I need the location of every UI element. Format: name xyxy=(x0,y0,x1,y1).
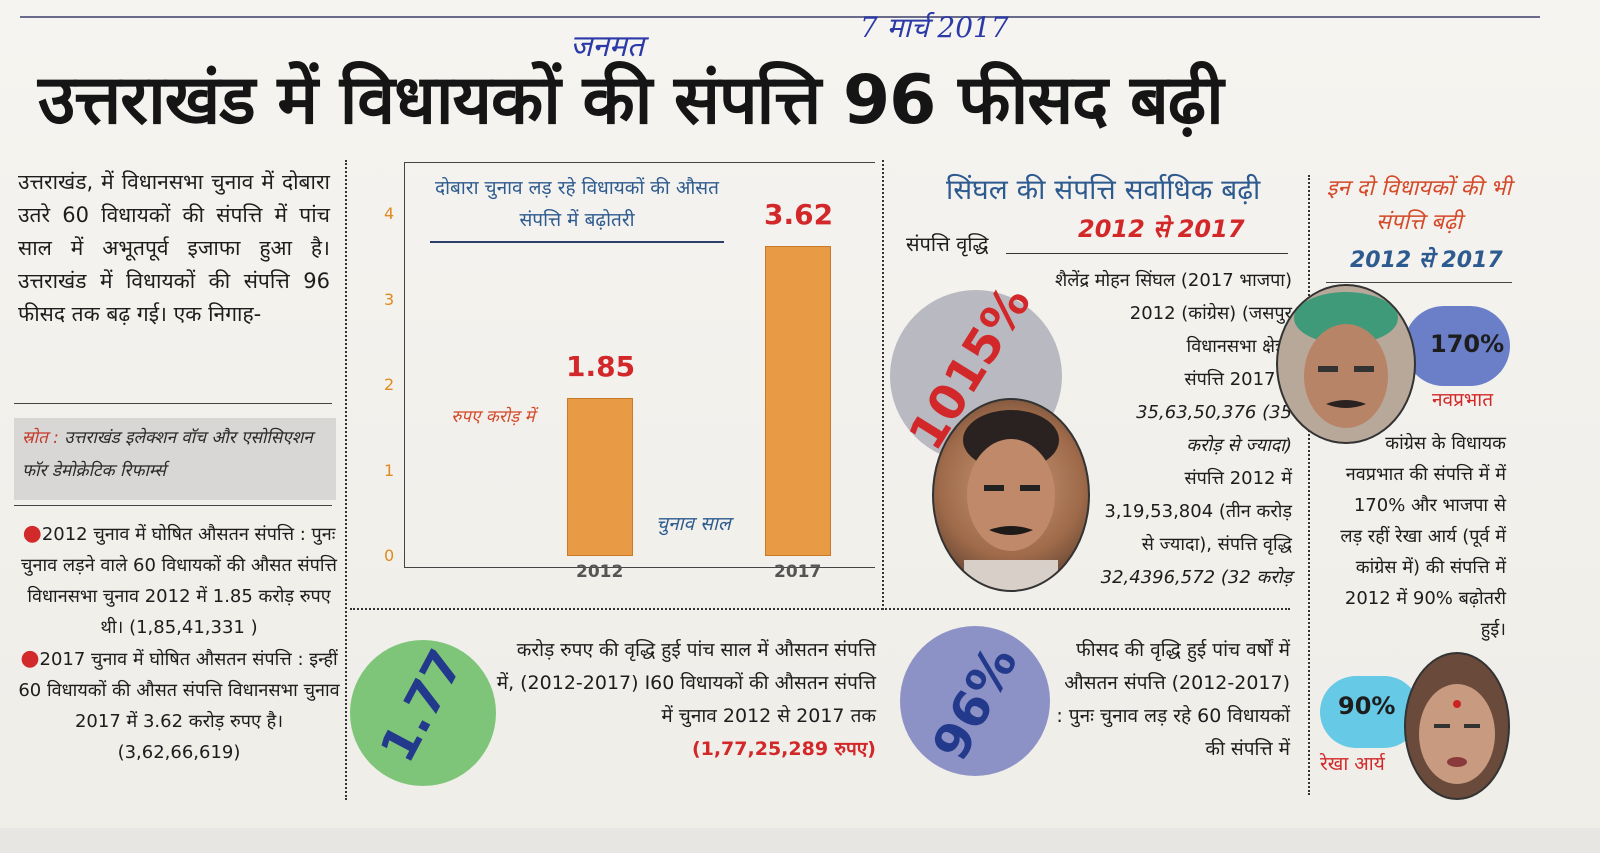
bullet-dot-icon: ● xyxy=(22,521,42,546)
percent-circle xyxy=(900,626,1050,776)
y-tick-label: 4 xyxy=(384,204,395,223)
column-divider-2 xyxy=(882,160,884,610)
source-text: उत्तराखंड इलेक्शन वॉच और एसोसिएशन फॉर डे… xyxy=(22,428,313,481)
singhal-line: से ज्यादा), संपत्ति वृद्धि xyxy=(1141,534,1292,555)
y-tick-label: 3 xyxy=(384,289,395,309)
singhal-line: 35,63,50,376 (35 xyxy=(1136,402,1292,423)
growth-circle xyxy=(350,640,496,786)
singhal-line: विधानसभा क्षेत्र) xyxy=(1186,336,1292,357)
row-divider xyxy=(350,608,1290,610)
y-tick-label: 0 xyxy=(384,546,395,565)
source-label: स्रोत : xyxy=(22,428,59,448)
y-tick-label: 1 xyxy=(384,460,395,480)
percent-text: फीसद की वृद्धि हुई पांच वर्षों में औसतन … xyxy=(1056,639,1290,760)
bullet-list: ●2012 चुनाव में घोषित औसतन संपत्ति : पुन… xyxy=(14,518,344,768)
person-icon xyxy=(1294,292,1398,428)
singhal-line: 32,4396,572 (32 करोड़ xyxy=(1100,567,1292,588)
navprabhat-percent: 170% xyxy=(1430,330,1505,358)
rekha-name: रेखा आर्य xyxy=(1320,753,1385,775)
person-icon xyxy=(1419,684,1495,784)
growth-text: करोड़ रुपए की वृद्धि हुई पांच साल में औस… xyxy=(496,639,876,760)
y-axis-unit-label: रुपए करोड़ में xyxy=(451,407,535,427)
singhal-details: शैलेंद्र मोहन सिंघल (2017 भाजपा) 2012 (का… xyxy=(1030,264,1292,594)
handwritten-date: 7 मार्च 2017 xyxy=(860,11,1009,44)
singhal-line: शैलेंद्र मोहन सिंघल (2017 भाजपा) xyxy=(1055,270,1292,291)
navprabhat-name: नवप्रभात xyxy=(1432,389,1494,411)
chart-title: दोबारा चुनाव लड़ रहे विधायकों की औसत संप… xyxy=(435,177,719,231)
rekha-percent-circle xyxy=(1320,676,1420,748)
singhal-line: संपत्ति 2012 में xyxy=(1184,468,1292,489)
bar-value-label: 1.85 xyxy=(566,349,636,383)
x-tick-label: 2017 xyxy=(774,562,822,582)
y-tick-label: 2 xyxy=(384,375,395,394)
navprabhat-percent-circle xyxy=(1404,306,1510,386)
handwritten-publication: जनमत xyxy=(570,29,644,64)
chart-title-underline xyxy=(430,241,724,243)
column-divider-3 xyxy=(1308,175,1310,795)
bullet-dot-icon: ● xyxy=(20,646,40,671)
singhal-line: करोड़ से ज्यादा) xyxy=(1186,435,1292,456)
singhal-title: सिंघल की संपत्ति सर्वाधिक बढ़ी xyxy=(946,173,1261,206)
intro-divider xyxy=(14,403,332,404)
others-title: इन दो विधायकों की भी संपत्ति बढ़ी xyxy=(1326,176,1512,235)
singhal-line: संपत्ति 2017 में xyxy=(1184,369,1292,390)
rekha-percent: 90% xyxy=(1338,692,1396,720)
rekha-photo xyxy=(1404,652,1510,800)
x-tick-label: 2012 xyxy=(576,562,624,582)
singhal-rule xyxy=(1006,253,1288,254)
others-years: 2012 से 2017 xyxy=(1350,248,1503,273)
others-rule xyxy=(1326,282,1512,283)
intro-paragraph: उत्तराखंड, में विधानसभा चुनाव में दोबारा… xyxy=(18,170,330,326)
singhal-years: 2012 से 2017 xyxy=(1078,215,1245,243)
singhal-photo xyxy=(932,398,1090,592)
headline: उत्तराखंड में विधायकों की संपत्ति 96 फीस… xyxy=(38,61,1224,140)
source-divider xyxy=(14,505,332,506)
singhal-line: 3,19,53,804 (तीन करोड़ xyxy=(1104,501,1292,522)
chart-frame xyxy=(404,162,875,568)
top-rule xyxy=(20,16,1540,18)
bar-2017 xyxy=(765,246,831,556)
bottom-strip xyxy=(0,828,1600,853)
singhal-line: 2012 (कांग्रेस) (जसपुर xyxy=(1129,303,1292,324)
growth-amount: (1,77,25,289 रुपए) xyxy=(691,738,876,760)
singhal-label: संपत्ति वृद्धि xyxy=(906,232,989,256)
person-icon xyxy=(963,410,1059,590)
bullet-item: ●2017 चुनाव में घोषित औसतन संपत्ति : इन्… xyxy=(18,646,340,763)
source-box: स्रोत : उत्तराखंड इलेक्शन वॉच और एसोसिएश… xyxy=(14,418,336,500)
others-description: कांग्रेस के विधायक नवप्रभात की संपत्ति म… xyxy=(1340,433,1506,640)
navprabhat-photo xyxy=(1276,284,1416,444)
bar-value-label: 3.62 xyxy=(764,198,834,232)
column-divider-1 xyxy=(345,160,347,800)
x-axis-title: चुनाव साल xyxy=(656,513,731,535)
bar-2012 xyxy=(567,397,633,556)
bullet-item: ●2012 चुनाव में घोषित औसतन संपत्ति : पुन… xyxy=(21,521,337,638)
